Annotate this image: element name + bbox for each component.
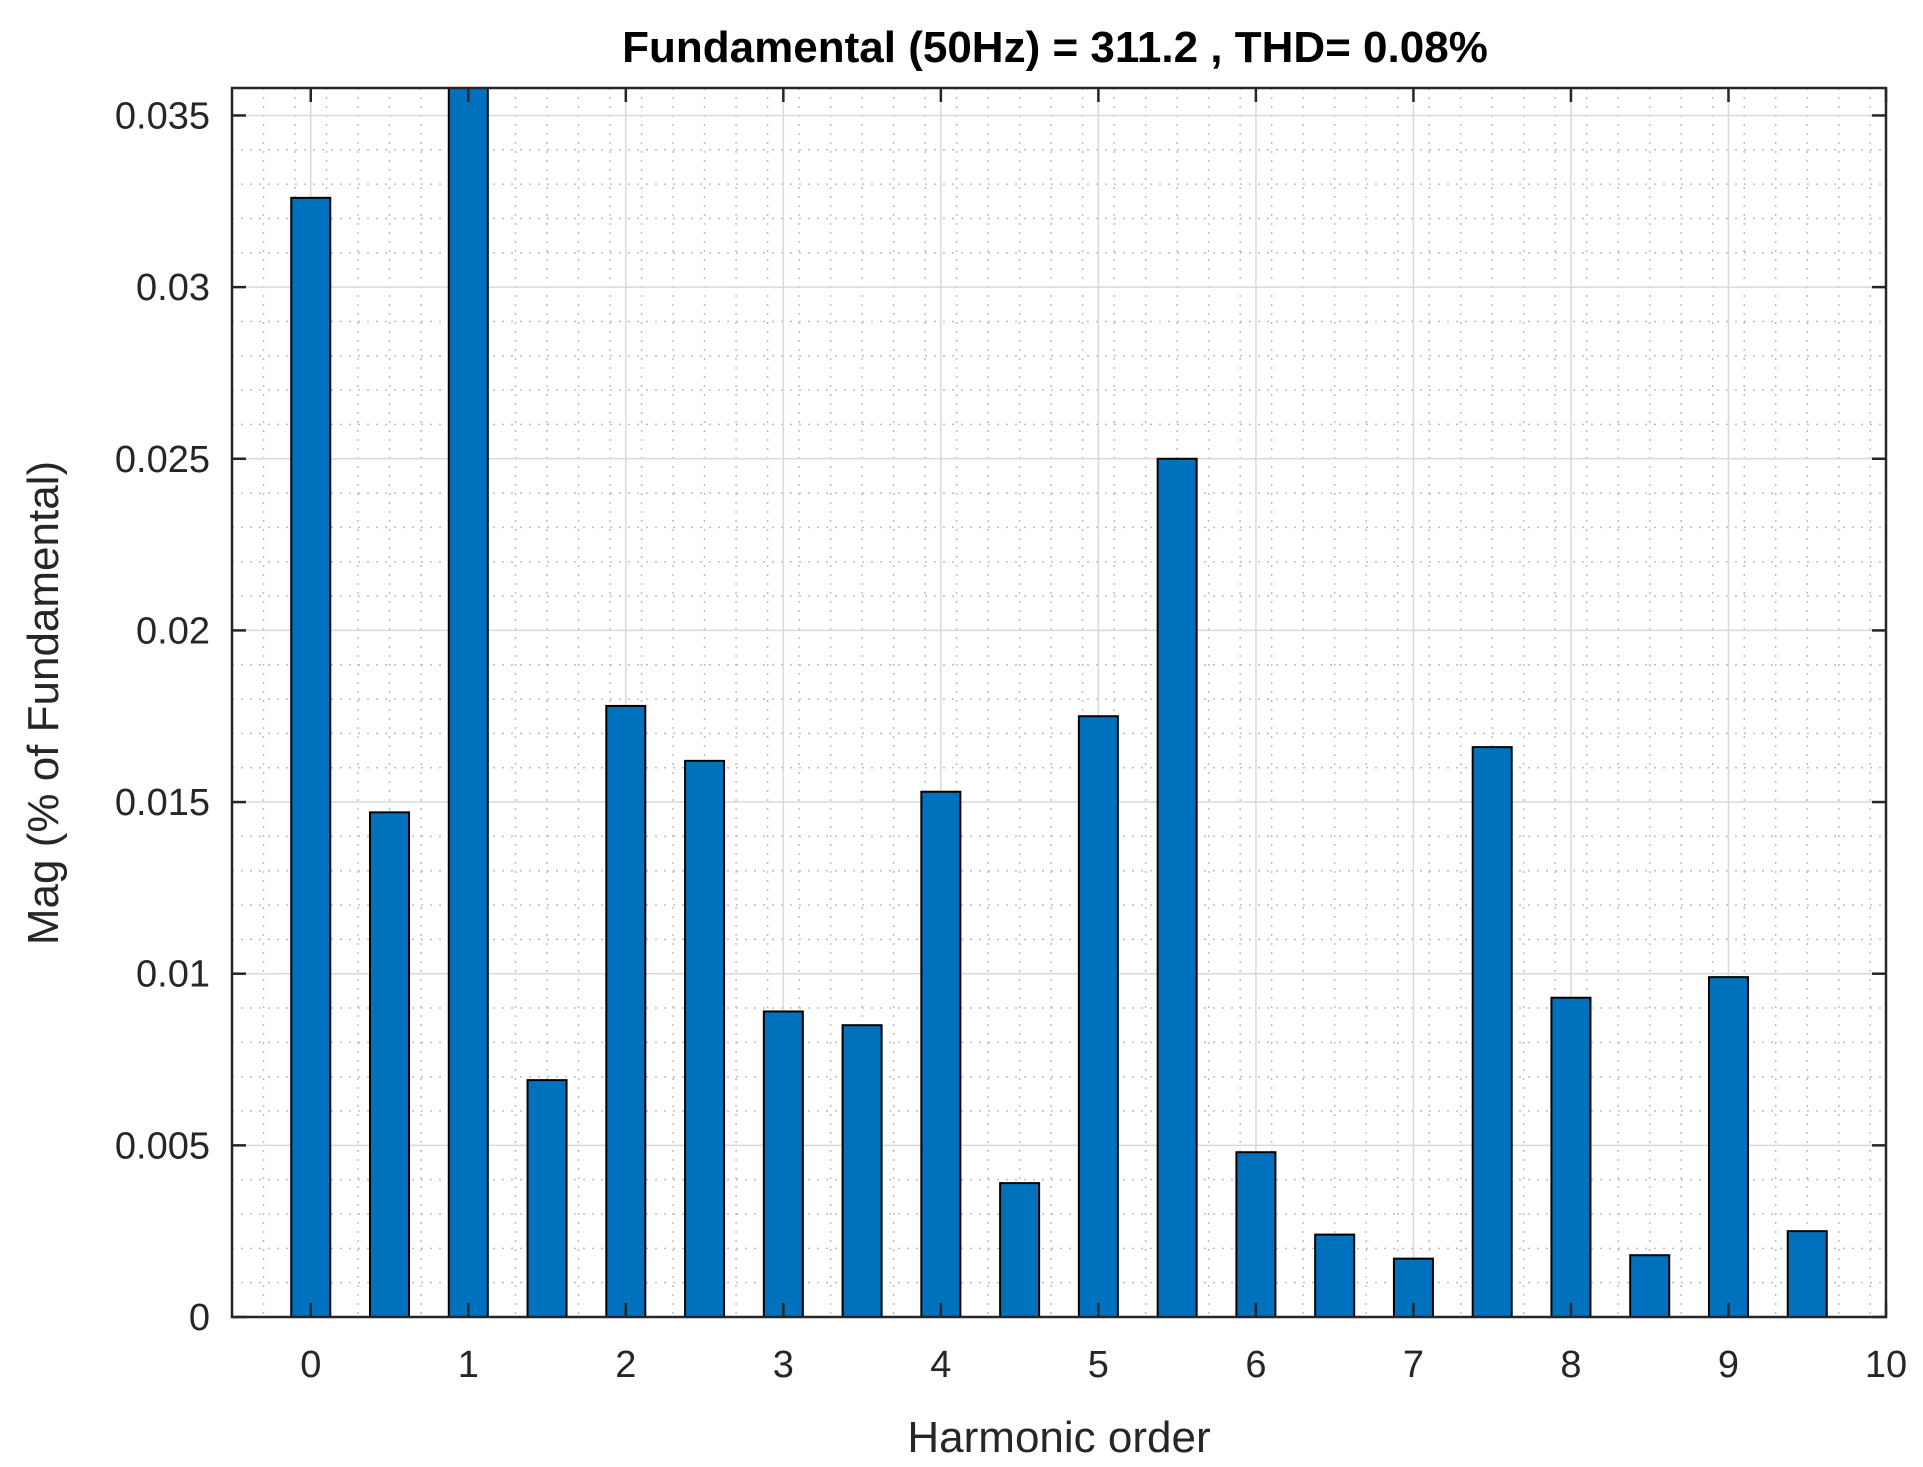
y-tick-label: 0.02 (136, 610, 210, 652)
bar-harmonic-2 (605, 704, 647, 1318)
x-tick-label: 2 (615, 1344, 636, 1386)
x-tick-label: 10 (1865, 1344, 1907, 1386)
plot-frame (230, 86, 1888, 1319)
x-tick-label: 5 (1088, 1344, 1109, 1386)
bar-harmonic-0 (290, 196, 332, 1319)
x-axis-label: Harmonic order (907, 1413, 1210, 1462)
bar-harmonic-6 (1235, 1151, 1277, 1319)
bar-harmonic-8 (1550, 996, 1592, 1318)
axis-ticks (232, 88, 1888, 1319)
bar-harmonic-1.5 (526, 1079, 568, 1319)
bar-series (290, 87, 1828, 1319)
y-tick-label: 0.01 (136, 954, 210, 996)
x-tick-label: 6 (1245, 1344, 1266, 1386)
y-axis-label: Mag (% of Fundamental) (19, 461, 68, 945)
bar-harmonic-1 (447, 87, 489, 1318)
bar-harmonic-5.5 (1156, 457, 1198, 1318)
minor-grid (231, 88, 1886, 1317)
x-tick-label: 3 (773, 1344, 794, 1386)
bar-harmonic-8.5 (1629, 1254, 1671, 1318)
y-tick-label: 0.025 (115, 439, 210, 481)
bar-harmonic-3.5 (841, 1024, 883, 1319)
y-axis-tick-labels: 0 0.005 0.01 0.015 0.02 0.025 0.03 0.035 (115, 95, 210, 1339)
bar-harmonic-5 (1077, 715, 1119, 1318)
bar-harmonic-9 (1707, 976, 1749, 1319)
y-tick-label: 0.035 (115, 95, 210, 137)
bar-harmonic-0.5 (369, 811, 411, 1318)
y-tick-label: 0.015 (115, 782, 210, 824)
bar-harmonic-4.5 (999, 1182, 1041, 1318)
bar-harmonic-6.5 (1314, 1233, 1356, 1318)
bar-harmonic-2.5 (684, 759, 726, 1318)
x-tick-label: 8 (1560, 1344, 1581, 1386)
x-tick-label: 7 (1403, 1344, 1424, 1386)
x-tick-label: 1 (458, 1344, 479, 1386)
x-tick-label: 9 (1718, 1344, 1739, 1386)
y-tick-label: 0.03 (136, 267, 210, 309)
y-tick-label: 0.005 (115, 1125, 210, 1167)
y-tick-label: 0 (189, 1297, 210, 1339)
bar-harmonic-3 (762, 1010, 804, 1318)
bar-harmonic-4 (920, 790, 962, 1318)
bar-harmonic-7.5 (1471, 746, 1513, 1318)
x-tick-label: 4 (930, 1344, 951, 1386)
x-tick-label: 0 (300, 1344, 321, 1386)
chart-title: Fundamental (50Hz) = 311.2 , THD= 0.08% (622, 23, 1488, 72)
bar-harmonic-9.5 (1786, 1230, 1828, 1319)
x-axis-tick-labels: 0 1 2 3 4 5 6 7 8 9 10 (300, 1344, 1907, 1386)
